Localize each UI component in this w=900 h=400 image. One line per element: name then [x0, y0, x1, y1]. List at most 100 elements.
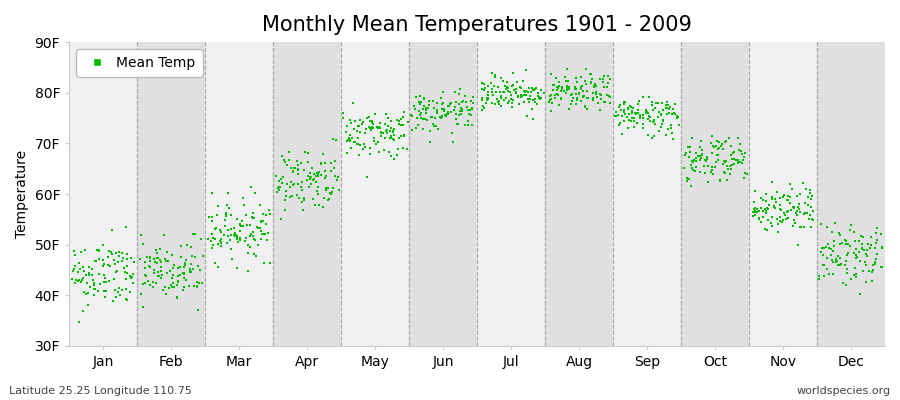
Point: [89, 247, 104, 253]
Point: [820, 254, 834, 261]
Point: [211, 203, 225, 210]
Point: [392, 135, 406, 142]
Point: [120, 250, 134, 257]
Point: [376, 147, 391, 154]
Point: [660, 98, 674, 105]
Point: [369, 141, 383, 147]
Point: [205, 231, 220, 238]
Point: [301, 159, 315, 165]
Point: [593, 91, 608, 98]
Point: [92, 247, 106, 254]
Point: [184, 244, 198, 250]
Point: [770, 215, 785, 222]
Point: [716, 146, 731, 152]
Point: [444, 100, 458, 106]
Point: [596, 76, 610, 82]
Point: [243, 222, 257, 229]
Point: [250, 224, 265, 230]
Point: [642, 94, 656, 100]
Point: [852, 291, 867, 298]
Point: [544, 92, 558, 98]
Point: [614, 107, 628, 114]
Point: [487, 83, 501, 90]
Point: [868, 230, 883, 236]
Point: [428, 105, 442, 111]
Point: [750, 206, 764, 212]
Point: [165, 284, 179, 290]
Point: [868, 261, 882, 267]
Point: [589, 89, 603, 95]
Point: [682, 154, 697, 160]
Point: [275, 174, 290, 180]
Point: [284, 165, 298, 171]
Point: [213, 238, 228, 244]
Point: [343, 117, 357, 123]
Point: [92, 256, 106, 262]
Point: [746, 213, 760, 219]
Point: [488, 101, 502, 107]
Point: [213, 242, 228, 249]
Point: [764, 220, 778, 226]
Point: [336, 115, 350, 122]
Point: [786, 204, 800, 210]
Point: [686, 159, 700, 165]
Point: [679, 150, 693, 156]
Point: [665, 106, 680, 112]
Point: [69, 276, 84, 283]
Bar: [69, 42, 137, 346]
Point: [271, 184, 285, 191]
Point: [356, 141, 371, 147]
Point: [462, 106, 476, 113]
Point: [530, 101, 544, 108]
Point: [640, 109, 654, 116]
Point: [118, 286, 132, 292]
Point: [440, 110, 454, 117]
Point: [783, 181, 797, 187]
Point: [140, 254, 155, 261]
Point: [364, 126, 379, 133]
Point: [486, 92, 500, 98]
Point: [263, 260, 277, 266]
Point: [560, 83, 574, 89]
Point: [754, 195, 769, 201]
Point: [445, 130, 459, 136]
Point: [708, 158, 723, 165]
Point: [219, 211, 233, 217]
Point: [659, 132, 673, 138]
Point: [212, 241, 226, 248]
Point: [376, 130, 391, 136]
Point: [765, 178, 779, 185]
Point: [291, 167, 305, 173]
Point: [101, 253, 115, 260]
Point: [523, 93, 537, 99]
Point: [761, 206, 776, 212]
Point: [344, 120, 358, 126]
Point: [651, 100, 665, 106]
Point: [99, 279, 113, 285]
Point: [231, 239, 246, 245]
Point: [652, 128, 666, 134]
Point: [522, 99, 536, 105]
Point: [230, 234, 244, 241]
Point: [136, 304, 150, 310]
Point: [518, 92, 533, 99]
Point: [868, 244, 882, 251]
Point: [645, 102, 660, 109]
Point: [120, 297, 134, 303]
Point: [253, 217, 267, 224]
Point: [111, 289, 125, 295]
Point: [670, 114, 685, 121]
Point: [644, 117, 658, 124]
Point: [482, 89, 496, 96]
Point: [353, 116, 367, 123]
Point: [630, 120, 644, 126]
Point: [319, 185, 333, 192]
Point: [776, 194, 790, 200]
Point: [325, 189, 339, 195]
Point: [685, 164, 699, 171]
Point: [717, 169, 732, 176]
Point: [773, 206, 788, 212]
Point: [647, 133, 662, 139]
Point: [568, 86, 582, 92]
Point: [731, 135, 745, 142]
